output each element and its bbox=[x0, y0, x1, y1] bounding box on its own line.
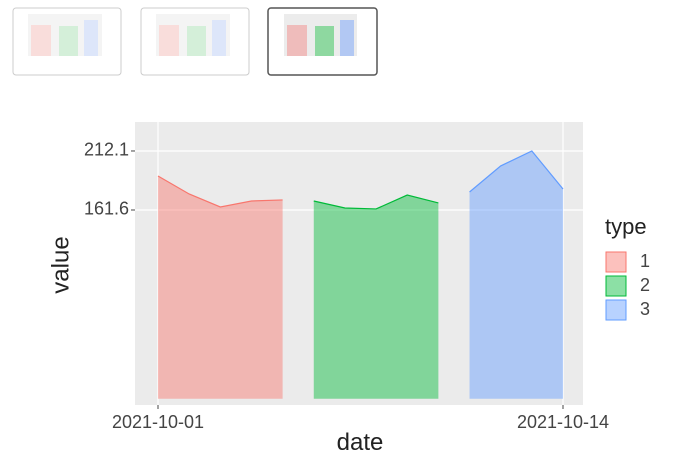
x-axis-title: date bbox=[337, 429, 384, 456]
thumbnail[interactable] bbox=[12, 7, 122, 76]
area bbox=[469, 150, 563, 399]
legend-label: 3 bbox=[640, 299, 650, 319]
panel bbox=[135, 122, 583, 405]
legend-label: 2 bbox=[640, 275, 650, 295]
y-tick-label: 212.1 bbox=[84, 140, 129, 160]
area-edge bbox=[157, 175, 283, 208]
thumbnail-selected[interactable] bbox=[267, 7, 378, 76]
legend-key bbox=[605, 275, 627, 297]
thumbnails bbox=[12, 7, 378, 76]
legend-key bbox=[605, 251, 627, 273]
legend-title: type bbox=[605, 214, 647, 239]
y-axis-title: value bbox=[47, 236, 74, 293]
x-tick-label: 2021-10-01 bbox=[112, 412, 204, 432]
y-tick-label: 161.6 bbox=[84, 199, 129, 219]
area bbox=[158, 175, 283, 399]
x-tick-label: 2021-10-14 bbox=[517, 412, 609, 432]
area-edge bbox=[313, 194, 439, 210]
area bbox=[313, 195, 439, 399]
legend-key bbox=[605, 299, 627, 321]
legend-label: 1 bbox=[640, 251, 650, 271]
area-edge bbox=[469, 150, 564, 193]
thumbnail[interactable] bbox=[140, 7, 250, 76]
